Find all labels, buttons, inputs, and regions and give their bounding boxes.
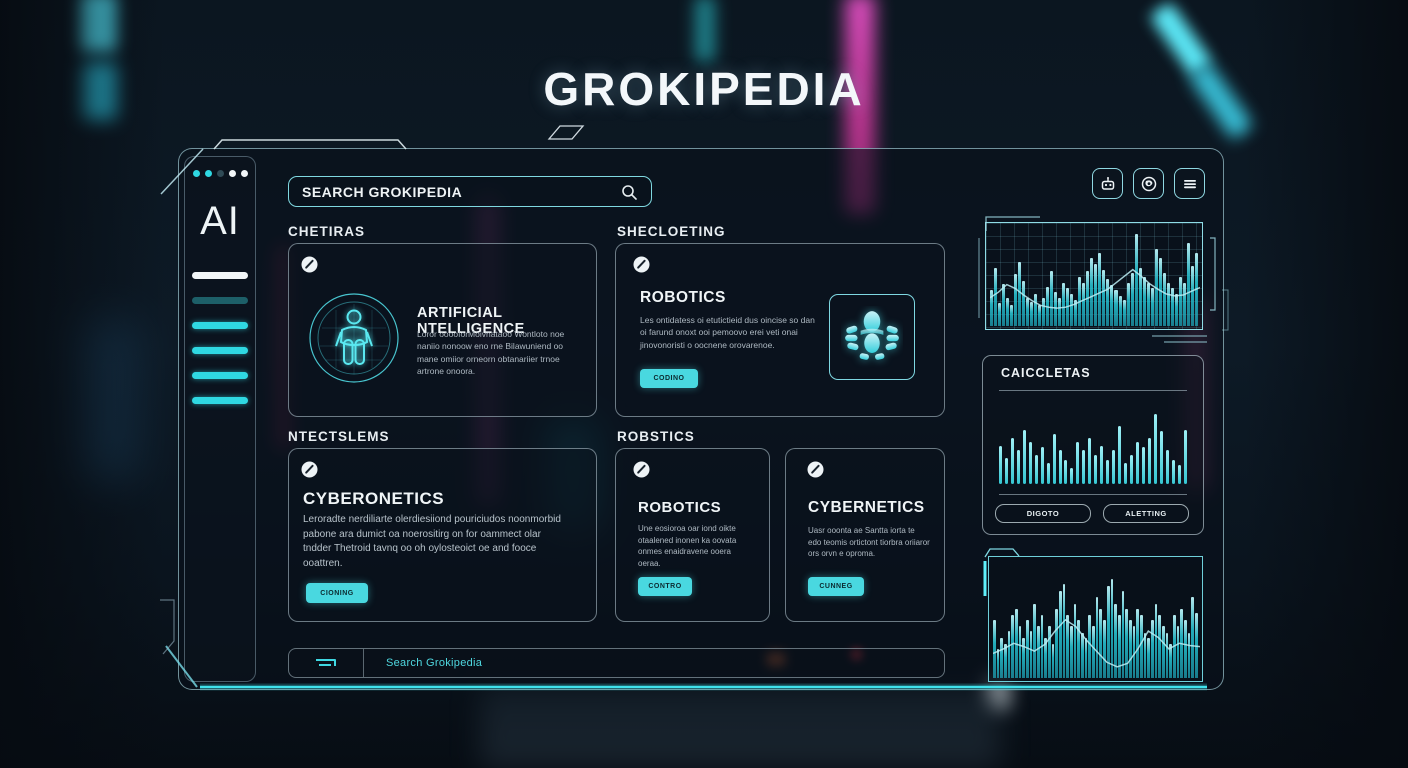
- window-dots[interactable]: [185, 170, 255, 177]
- side-chart-bars: [999, 404, 1187, 484]
- card-robotics-top[interactable]: ROBOTICS Les ontidatess oi etutictieid d…: [615, 243, 945, 417]
- globe-icon: [1141, 176, 1156, 191]
- search-input[interactable]: SEARCH GROKIPEDIA: [288, 176, 652, 207]
- search-value: SEARCH GROKIPEDIA: [302, 183, 463, 200]
- chart-top: [985, 222, 1203, 330]
- side-panel-title: CAICCLETAS: [1001, 366, 1091, 380]
- cioning-button[interactable]: CIONING: [306, 583, 368, 603]
- sidebar: AI: [184, 156, 256, 682]
- cunneg-button[interactable]: CUNNEG: [808, 577, 864, 596]
- sidebar-bars[interactable]: [185, 272, 255, 404]
- bg-glow-blue: [80, 320, 135, 480]
- card-title: CYBERNETICS: [808, 499, 925, 516]
- chart-bottom: [988, 556, 1203, 682]
- card-body: Une eosioroa oar iond oikte otaalened in…: [638, 524, 737, 568]
- mech-robot-icon: [845, 311, 899, 360]
- chart-top-bars: [990, 232, 1198, 326]
- card-cyberonetics[interactable]: CYBERONETICS Leroradte nerdiliarte olerd…: [288, 448, 597, 622]
- card-body: Les ontidatess oi etutictieid dus oincis…: [640, 315, 815, 350]
- card-title: ROBOTICS: [640, 289, 726, 306]
- menu-button[interactable]: [1174, 168, 1205, 199]
- heading-right-bottom: ROBSTICS: [617, 429, 695, 444]
- card-title: CYBERONETICS: [303, 489, 445, 508]
- card-robotics-bottom[interactable]: ROBOTICS Une eosioroa oar iond oikte ota…: [615, 448, 770, 622]
- toolbar: [1092, 168, 1205, 199]
- digoto-button[interactable]: DIGOTO: [995, 504, 1091, 523]
- bg-neon-cyan-top: [695, 0, 715, 62]
- divider: [999, 390, 1187, 391]
- contro-button[interactable]: CONTRO: [638, 577, 692, 596]
- card-body: Leroradte nerdiliarte olerdiesiiond pour…: [303, 514, 561, 569]
- lines-corner-icon: [316, 659, 336, 666]
- heading-left-bottom: NTECTSLEMS: [288, 429, 390, 444]
- bottom-bar-icon-cell[interactable]: [289, 649, 364, 677]
- humanoid-scan-icon: [309, 293, 399, 383]
- heading-left-top: CHETIRAS: [288, 224, 366, 239]
- robot-icon: [1101, 176, 1114, 190]
- divider: [999, 494, 1187, 495]
- pen-icon: [633, 461, 650, 478]
- pen-icon: [633, 256, 650, 273]
- codino-button[interactable]: CODINO: [640, 369, 698, 388]
- pen-icon: [807, 461, 824, 478]
- side-panel-buttons: DIGOTO ALETTING: [995, 504, 1189, 523]
- bg-street-glow: [480, 688, 1000, 768]
- side-panel: CAICCLETAS DIGOTO ALETTING: [982, 355, 1204, 535]
- heading-right-top: SHECLOETING: [617, 224, 726, 239]
- pen-icon: [301, 461, 318, 478]
- robot-box: [829, 294, 915, 380]
- sidebar-logo: AI: [200, 199, 240, 243]
- aletting-button[interactable]: ALETTING: [1103, 504, 1189, 523]
- chart-bottom-bars: [993, 566, 1198, 678]
- card-body: Loror ooooforMoivnataoo Wontloto noe nan…: [417, 329, 565, 376]
- bg-neon-cyan-left: [80, 0, 116, 52]
- card-artificial-intelligence[interactable]: ARTIFICIAL NTELLIGENCE Loror ooooforMoiv…: [288, 243, 597, 417]
- card-title: ROBOTICS: [638, 499, 722, 516]
- card-cybernetics[interactable]: CYBERNETICS Uasr ooonta ae Santta iorta …: [785, 448, 945, 622]
- card-body: Uasr ooonta ae Santta iorta te edo teomi…: [808, 526, 930, 559]
- globe-button[interactable]: [1133, 168, 1164, 199]
- robot-button[interactable]: [1092, 168, 1123, 199]
- page-title: GROKIPEDIA: [543, 63, 865, 115]
- pen-icon: [301, 256, 318, 273]
- menu-icon: [1183, 179, 1196, 188]
- bottom-search-bar[interactable]: Search Grokipedia: [288, 648, 945, 678]
- bottom-search-label: Search Grokipedia: [386, 657, 483, 669]
- card-title: ARTIFICIAL NTELLIGENCE: [417, 305, 525, 337]
- search-icon: [622, 184, 637, 200]
